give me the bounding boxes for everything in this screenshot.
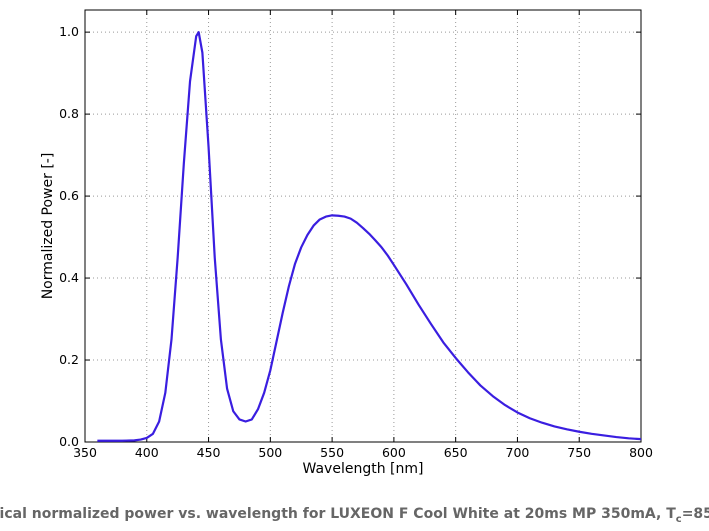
x-tick-label: 500 xyxy=(258,445,282,460)
x-tick-label: 350 xyxy=(73,445,97,460)
x-tick-label: 650 xyxy=(444,445,468,460)
y-tick-label: 0.0 xyxy=(59,434,79,449)
x-tick-label: 750 xyxy=(567,445,591,460)
y-tick-label: 0.2 xyxy=(59,352,79,367)
caption-subscript: c xyxy=(676,514,682,525)
caption: Typical normalized power vs. wavelength … xyxy=(0,506,709,525)
x-tick-label: 800 xyxy=(629,445,653,460)
y-tick-label: 0.8 xyxy=(59,106,79,121)
plot-frame xyxy=(84,9,642,443)
y-tick-label: 0.6 xyxy=(59,188,79,203)
x-tick-label: 400 xyxy=(135,445,159,460)
x-tick-label: 600 xyxy=(382,445,406,460)
caption-text: Typical normalized power vs. wavelength … xyxy=(0,506,676,522)
y-tick-label: 1.0 xyxy=(59,24,79,39)
y-axis-label: Normalized Power [-] xyxy=(40,153,56,300)
x-tick-label: 700 xyxy=(506,445,530,460)
y-tick-label: 0.4 xyxy=(59,270,79,285)
line-series xyxy=(97,31,642,442)
x-axis-label: Wavelength [nm] xyxy=(303,461,424,477)
x-tick-label: 450 xyxy=(197,445,221,460)
x-tick-label: 550 xyxy=(320,445,344,460)
caption-suffix: =85°C. xyxy=(682,506,709,522)
